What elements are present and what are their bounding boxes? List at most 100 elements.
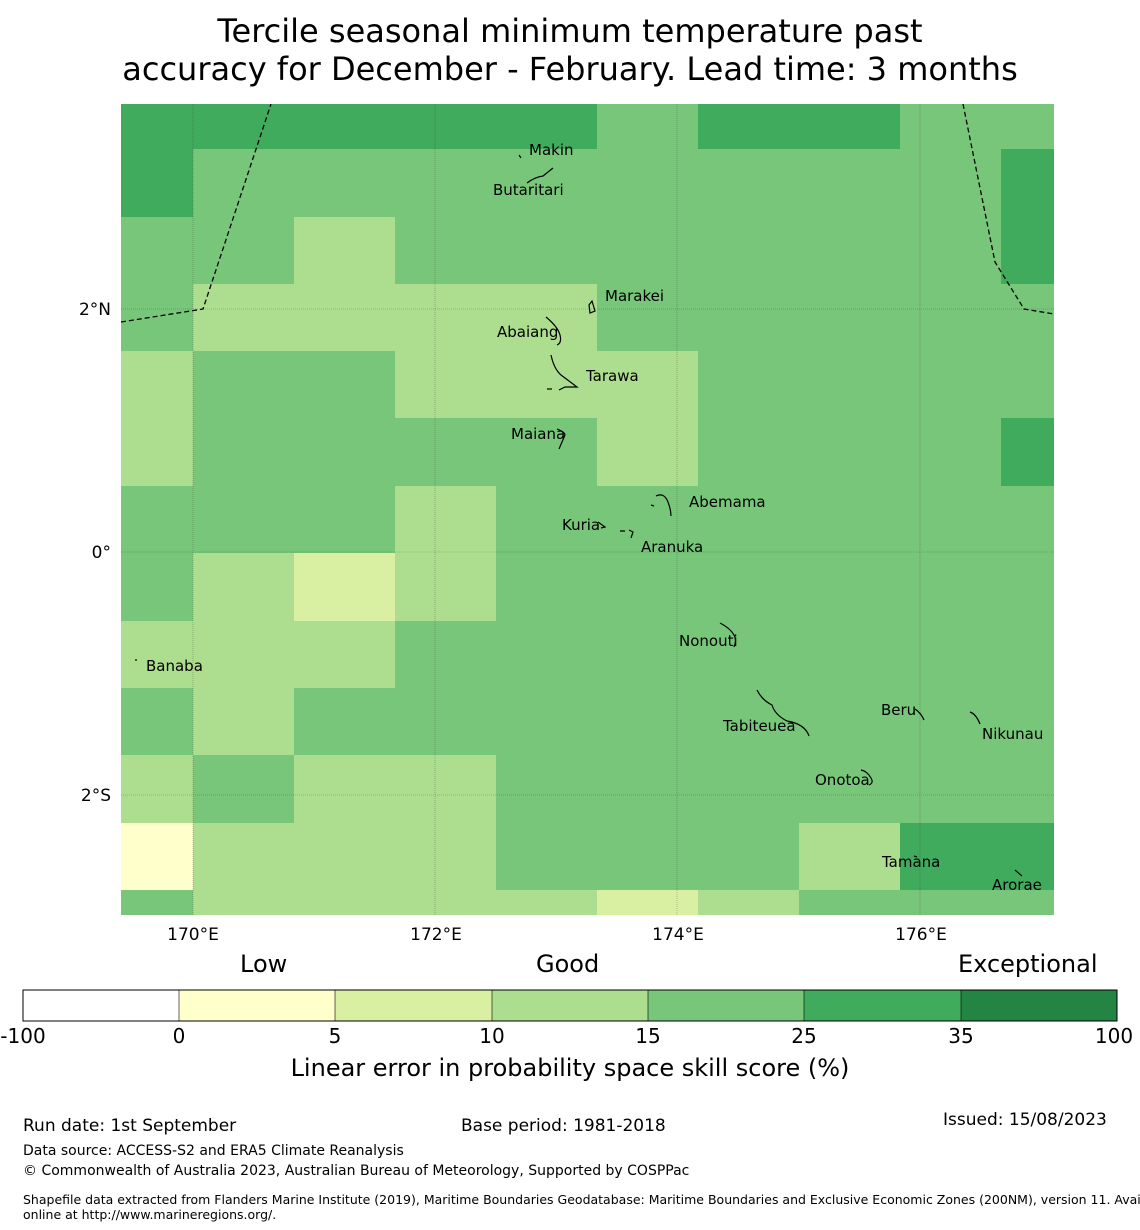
colorbar-dividers [178,990,962,1021]
map-title-line-2: accuracy for December - February. Lead t… [122,50,1018,88]
place-label-makin: Makin [529,141,574,159]
colorbar-bin [335,990,492,1021]
grid-cell [799,823,900,890]
grid-cell [395,553,496,621]
grid-cell [799,104,900,149]
grid-cell [395,621,1054,688]
grid-cell [121,149,193,217]
grid-cell [193,890,597,915]
grid-cell [799,890,1054,915]
map-title-line-1: Tercile seasonal minimum temperature pas… [217,12,923,50]
colorbar-tick: 25 [791,1024,817,1048]
run-date: Run date: 1st September [23,1116,237,1136]
lat-label-2s: 2°S [81,786,111,806]
colorbar-tick: 10 [479,1024,505,1048]
grid-cell [294,553,395,621]
grid-cell [193,755,294,823]
place-labels: Makin Butaritari Marakei Abaiang Tarawa … [146,141,1043,894]
grid-cell [193,149,1001,217]
colorbar-tick: -100 [0,1024,46,1048]
colorbar-bin [492,990,648,1021]
colorbar-tick: 0 [172,1024,186,1048]
place-label-abaiang: Abaiang [497,323,558,341]
colorbar [22,989,1118,1022]
place-label-marakei: Marakei [605,287,664,305]
colorbar-tick: 15 [635,1024,661,1048]
lon-label-176e: 176°E [895,925,947,945]
grid-cell [121,486,395,553]
grid-cell [121,823,193,890]
place-label-butaritari: Butaritari [493,181,564,199]
colorbar-label: Linear error in probability space skill … [290,1054,850,1082]
grid-cell [121,688,193,755]
grid-cell [294,688,1054,755]
base-period: Base period: 1981-2018 [461,1116,666,1136]
grid-cell [597,418,698,486]
colorbar-tick: 35 [948,1024,974,1048]
grid-cell [496,104,597,149]
colorbar-bin [961,990,1117,1021]
grid-cell [294,217,395,284]
lon-label-172e: 172°E [410,925,462,945]
place-label-nikunau: Nikunau [982,725,1043,743]
grid-cell [1001,149,1054,217]
grid-cell [597,890,698,915]
lat-label-2n: 2°N [79,300,111,320]
grid-cell [900,823,1054,890]
grid-cell [121,755,193,823]
place-label-tabiteuea: Tabiteuea [722,717,796,735]
colorbar-tick: 5 [328,1024,342,1048]
grid-cell [121,104,193,149]
grid-cell [193,104,294,149]
eez-boundary [120,103,1055,323]
grid-cell [698,351,1054,418]
grid-cell [395,486,496,553]
grid-cell [121,621,395,688]
place-label-arorae: Arorae [992,876,1042,894]
grid-cell [597,104,698,149]
grid-cell [395,217,1001,284]
grid-cell [193,688,294,755]
shapefile-credit-line-1: Shapefile data extracted from Flanders M… [23,1192,1140,1207]
copyright: © Commonwealth of Australia 2023, Austra… [23,1163,690,1179]
grid-cell [193,823,496,890]
grid-cell [193,418,597,486]
grid-cell [496,755,1054,823]
lon-label-174e: 174°E [652,925,704,945]
colorbar-bin [23,990,179,1021]
grid-cell [597,284,1054,351]
place-label-abemama: Abemama [689,493,766,511]
grid-cell [121,351,193,418]
grid-cell [395,351,698,418]
place-label-banaba: Banaba [146,657,203,675]
place-label-tamana: Tamana [881,853,940,871]
colorbar-bin [179,990,335,1021]
colorbar-bin [648,990,804,1021]
colorbar-tick: 100 [1094,1024,1134,1048]
grid-cell [193,553,294,621]
grid-cell [121,284,193,351]
shapefile-credit-line-2: online at http://www.marineregions.org/. [23,1207,277,1222]
skill-map: Makin Butaritari Marakei Abaiang Tarawa … [22,103,1118,1022]
grid-cell [395,104,496,149]
island-outlines [135,154,1023,877]
grid-cell [193,351,395,418]
grid-cell [294,755,496,823]
grid-cell [698,418,1001,486]
colorbar-category-low: Low [240,950,288,978]
grid-cell [193,284,597,351]
grid-cell [496,823,799,890]
place-label-aranuka: Aranuka [641,538,703,556]
lon-label-170e: 170°E [167,925,219,945]
issued-date: Issued: 15/08/2023 [943,1110,1107,1130]
grid-cell [698,104,799,149]
colorbar-category-good: Good [536,950,600,978]
grid-cell [294,104,395,149]
grid-cell [121,890,193,915]
colorbar-bin [804,990,961,1021]
grid-cell [1001,217,1054,284]
colorbar-category-exceptional: Exceptional [958,950,1098,978]
place-label-kuria: Kuria [562,516,600,534]
grid-cell [698,890,799,915]
place-label-nonouti: Nonouti [679,632,738,650]
